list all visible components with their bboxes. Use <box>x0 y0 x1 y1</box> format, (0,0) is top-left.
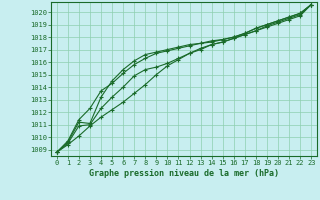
X-axis label: Graphe pression niveau de la mer (hPa): Graphe pression niveau de la mer (hPa) <box>89 169 279 178</box>
